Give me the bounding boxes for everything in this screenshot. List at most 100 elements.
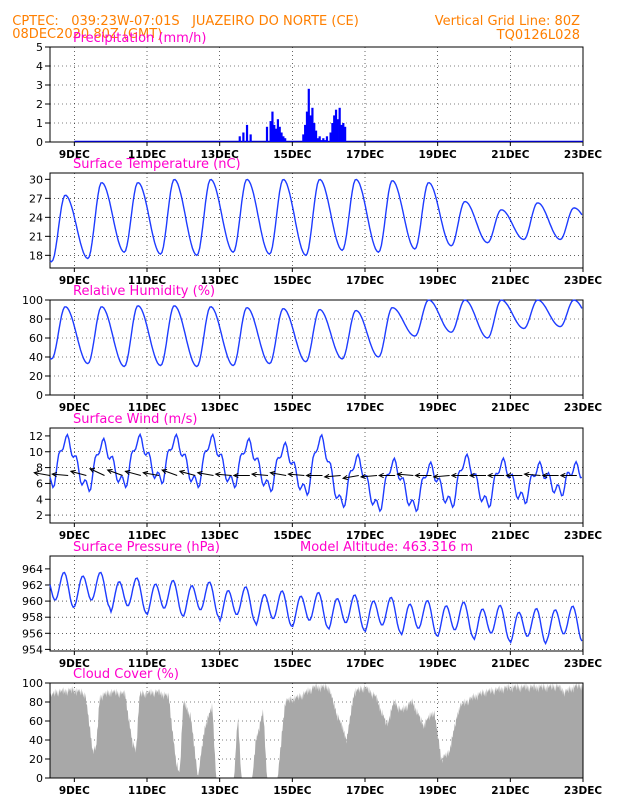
temperature-ytick-label: 27 xyxy=(29,192,43,205)
wind-ytick-label: 8 xyxy=(36,462,43,475)
temperature-xtick-label: 15DEC xyxy=(273,275,312,287)
humidity-ytick-label: 60 xyxy=(29,332,43,345)
precipitation-xtick-label: 9DEC xyxy=(59,149,90,161)
precip-bar xyxy=(333,115,336,142)
wind-ytick-label: 2 xyxy=(36,509,43,522)
precip-bar xyxy=(344,126,347,142)
wind-arrow-head xyxy=(214,471,221,478)
panel-pressure: 964 962 960 958 956 954 9DEC 11DEC 13DEC 15DEC 17D… xyxy=(22,540,602,670)
cloud_cover-ytick-label: 100 xyxy=(22,677,43,690)
wind-arrow-head xyxy=(51,471,58,478)
cloud-cover-area xyxy=(50,683,583,778)
wind-arrow-head xyxy=(414,472,421,479)
precip-bar xyxy=(338,107,341,142)
pressure-xtick-label: 13DEC xyxy=(201,658,240,670)
precip-bar xyxy=(314,130,318,142)
precip-bar xyxy=(278,126,281,142)
cloud_cover-xtick-label: 17DEC xyxy=(346,785,385,797)
precip-bar xyxy=(336,119,339,142)
wind-ytick-label: 6 xyxy=(36,477,43,490)
cloud_cover-xtick-label: 13DEC xyxy=(201,785,240,797)
precipitation-xtick-label: 15DEC xyxy=(273,149,312,161)
precip-bar xyxy=(245,124,249,142)
header-city: JUAZEIRO DO NORTE (CE) xyxy=(192,14,359,29)
header-station: CPTEC: 039:23W-07:01S xyxy=(12,14,180,29)
precip-bar xyxy=(249,134,252,142)
precip-bar xyxy=(276,119,280,142)
wind-arrow-head xyxy=(305,472,312,479)
precip-bar xyxy=(273,124,276,142)
wind-arrow-head xyxy=(232,472,239,479)
humidity-xtick-label: 13DEC xyxy=(201,402,240,414)
pressure-xtick-label: 23DEC xyxy=(564,658,603,670)
cloud_cover-xtick-label: 21DEC xyxy=(491,785,530,797)
precip-bar xyxy=(331,123,334,142)
wind-arrow xyxy=(70,470,87,476)
temperature-xtick-label: 21DEC xyxy=(491,275,530,287)
humidity-xtick-label: 15DEC xyxy=(273,402,312,414)
temperature-title: Surface Temperature (nC) xyxy=(73,157,241,172)
panel-temperature: 30 27 24 21 18 9DEC 11DEC 13DEC 15DEC 17DEC 19DEC 2… xyxy=(29,157,602,287)
humidity-line xyxy=(49,299,583,368)
cloud_cover-xtick-label: 19DEC xyxy=(419,785,458,797)
wind-arrow-head xyxy=(468,472,475,479)
header-location: CPTEC: 039:23W-07:01S JUAZEIRO DO NORTE … xyxy=(4,2,359,28)
temperature-xtick-label: 11DEC xyxy=(128,275,167,287)
panel-wind: 12 10 8 6 4 2 9DEC 11DEC 13DEC 15DEC 17DEC 19DEC 21D… xyxy=(29,412,602,542)
pressure-ytick-label: 964 xyxy=(22,563,43,576)
precipitation-xtick-label: 19DEC xyxy=(419,149,458,161)
wind-arrow xyxy=(179,470,196,476)
cloud_cover-xtick-label: 15DEC xyxy=(273,785,312,797)
cloud_cover-xtick-label: 11DEC xyxy=(128,785,167,797)
cloud-frame-top xyxy=(49,682,584,779)
panel-precipitation: 5 4 3 2 1 0 9DEC 11DEC 13DEC 15DEC 17DEC 19DEC 21DEC… xyxy=(36,31,602,161)
humidity-xtick-label: 23DEC xyxy=(564,402,603,414)
wind-arrow-head xyxy=(559,472,566,479)
wind-arrow xyxy=(197,472,214,476)
pressure-line xyxy=(49,571,583,646)
precip-bar xyxy=(342,123,345,142)
cloud_cover-xtick-label: 23DEC xyxy=(564,785,603,797)
wind-arrow xyxy=(433,475,450,478)
pressure-ytick-label: 960 xyxy=(22,595,43,608)
wind-arrow-head xyxy=(88,468,96,473)
precipitation-xtick-label: 11DEC xyxy=(128,149,167,161)
wind-line xyxy=(49,432,582,513)
cloud_cover-ytick-label: 80 xyxy=(29,696,43,709)
wind-xtick-label: 13DEC xyxy=(201,530,240,542)
pressure-frame xyxy=(49,555,584,652)
humidity-xtick-label: 21DEC xyxy=(491,402,530,414)
header-date: 08DEC2020 80Z (GMT) xyxy=(12,27,163,42)
wind-ytick-label: 12 xyxy=(29,430,43,443)
wind-arrow-head xyxy=(178,469,185,476)
precip-bar xyxy=(311,107,314,142)
precip-bar xyxy=(271,111,274,142)
humidity-xtick-label: 11DEC xyxy=(128,402,167,414)
wind-arrow-head xyxy=(378,472,384,479)
humidity-ytick-label: 0 xyxy=(36,389,43,402)
wind-arrow-head xyxy=(450,472,457,479)
precip-bar xyxy=(282,136,285,142)
wind-arrow-head xyxy=(505,472,512,479)
wind-ytick-label: 10 xyxy=(29,446,43,459)
temperature-line xyxy=(49,178,583,263)
pressure-ytick-label: 962 xyxy=(22,579,43,592)
wind-arrow xyxy=(361,475,378,478)
precip-bar xyxy=(280,132,283,142)
wind-arrow-head xyxy=(124,469,131,476)
wind-arrow-head xyxy=(432,473,439,480)
wind-arrow xyxy=(89,468,105,476)
wind-arrow-head xyxy=(142,470,149,477)
precipitation-ytick-label: 2 xyxy=(36,98,43,111)
wind-arrow xyxy=(397,473,414,476)
wind-xtick-label: 15DEC xyxy=(273,530,312,542)
wind-arrow xyxy=(252,473,269,476)
cloud_cover-ytick-label: 60 xyxy=(29,715,43,728)
precip-bar xyxy=(325,136,329,142)
precip-bar xyxy=(238,136,241,142)
wind-arrow-head xyxy=(161,469,168,474)
humidity-ytick-label: 80 xyxy=(29,313,43,326)
precip-bar xyxy=(340,124,343,142)
humidity-frame xyxy=(49,299,584,396)
